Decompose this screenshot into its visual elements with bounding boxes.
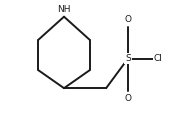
Text: O: O xyxy=(124,15,131,24)
Text: NH: NH xyxy=(57,4,71,14)
Text: S: S xyxy=(125,54,131,63)
Text: Cl: Cl xyxy=(153,54,162,63)
Text: O: O xyxy=(124,94,131,103)
